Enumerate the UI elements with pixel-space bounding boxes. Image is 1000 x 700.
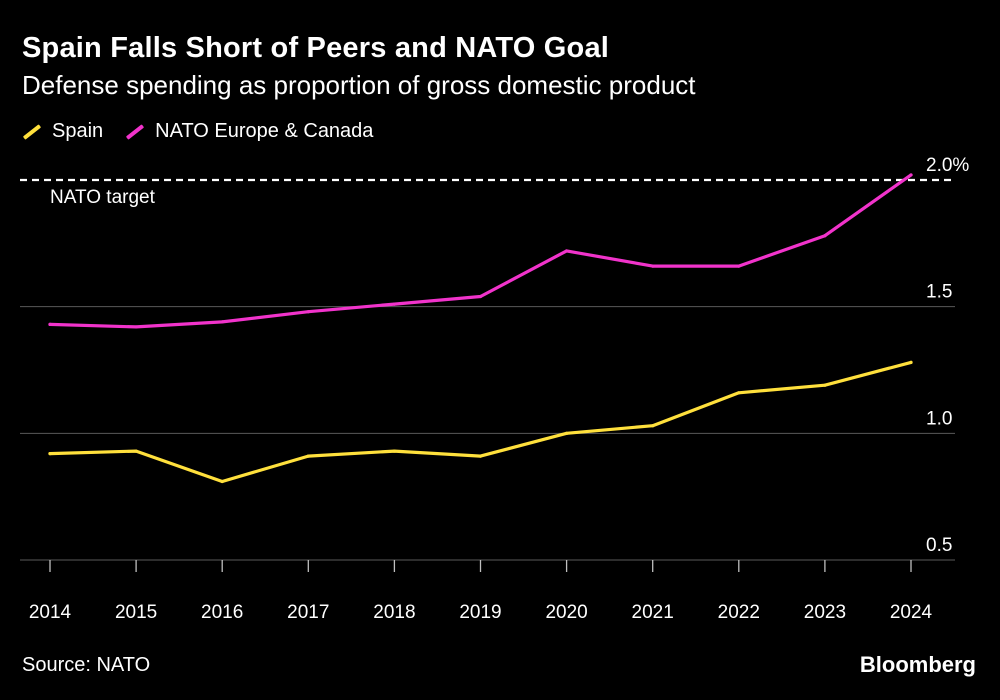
x-tick-label: 2020 bbox=[545, 602, 587, 623]
x-tick-label: 2015 bbox=[115, 602, 157, 623]
source-note: Source: NATO bbox=[22, 654, 151, 676]
legend-item-spain: Spain bbox=[22, 120, 103, 143]
data-point bbox=[478, 294, 483, 299]
y-tick-label: 0.5 bbox=[926, 535, 952, 556]
data-point bbox=[306, 454, 310, 458]
x-tick-label: 2016 bbox=[201, 602, 243, 623]
data-point bbox=[134, 449, 138, 453]
x-tick-label: 2014 bbox=[29, 602, 72, 623]
data-point bbox=[737, 391, 741, 395]
data-point bbox=[651, 424, 655, 428]
data-point bbox=[909, 173, 913, 177]
series-line-nato bbox=[48, 173, 913, 329]
x-tick-label: 2019 bbox=[459, 602, 501, 623]
series-line-spain bbox=[48, 360, 913, 484]
data-point bbox=[220, 320, 224, 324]
data-point bbox=[48, 452, 52, 456]
chart-subtitle: Defense spending as proportion of gross … bbox=[22, 70, 696, 100]
nato-target-label: NATO target bbox=[50, 187, 156, 208]
data-point bbox=[565, 431, 569, 435]
data-point bbox=[392, 302, 396, 306]
legend-label-nato: NATO Europe & Canada bbox=[155, 120, 374, 142]
y-tick-label: 1.5 bbox=[926, 282, 952, 303]
data-point bbox=[823, 234, 827, 238]
y-tick-label: 2.0% bbox=[926, 155, 969, 176]
data-point bbox=[478, 454, 483, 458]
chart-title: Spain Falls Short of Peers and NATO Goal bbox=[22, 32, 610, 64]
x-tick-label: 2023 bbox=[804, 602, 846, 623]
data-point bbox=[565, 249, 569, 253]
data-point bbox=[306, 310, 310, 314]
x-tick-label: 2024 bbox=[890, 602, 933, 623]
legend: Spain NATO Europe & Canada bbox=[22, 120, 395, 143]
data-point bbox=[823, 383, 827, 387]
y-tick-label: 1.0 bbox=[926, 408, 952, 429]
brand-logo: Bloomberg bbox=[859, 652, 976, 677]
x-tick-label: 2021 bbox=[632, 602, 674, 623]
data-point bbox=[48, 322, 52, 326]
x-tick-label: 2017 bbox=[287, 602, 329, 623]
data-point bbox=[651, 264, 655, 268]
data-point bbox=[909, 360, 913, 364]
data-point bbox=[220, 479, 224, 484]
data-point bbox=[134, 325, 138, 329]
x-tick-label: 2018 bbox=[373, 602, 415, 623]
x-tick-label: 2022 bbox=[718, 602, 760, 623]
legend-label-spain: Spain bbox=[52, 120, 104, 142]
data-point bbox=[737, 264, 741, 268]
data-point bbox=[392, 449, 396, 453]
legend-item-nato: NATO Europe & Canada bbox=[125, 120, 373, 143]
